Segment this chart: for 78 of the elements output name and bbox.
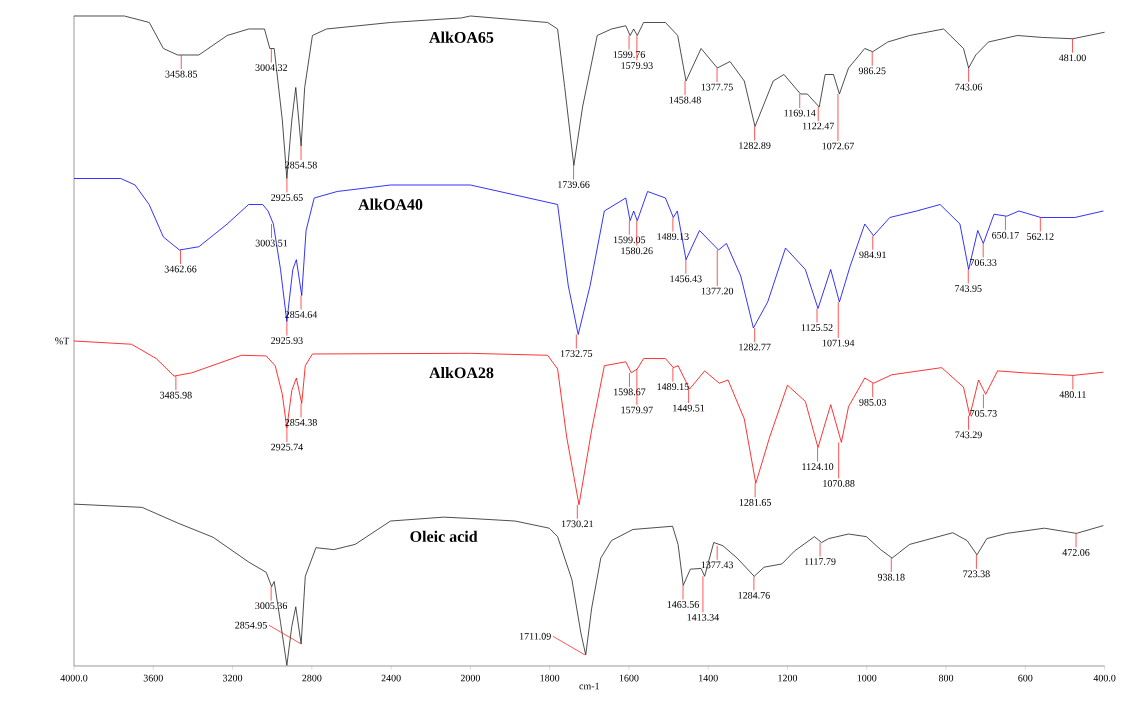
annotation: 3003.51	[255, 239, 288, 247]
annotation: 1730.21	[561, 520, 593, 528]
annotation: 723.38	[963, 570, 990, 578]
annotation: 3485.98	[160, 391, 192, 399]
annotation: 1071.94	[822, 339, 855, 347]
annotation: 3004.32	[255, 64, 288, 71]
annotation: 743.06	[955, 83, 983, 91]
annotation: 986.25	[858, 67, 886, 75]
x-tick-label: 1200	[778, 674, 798, 682]
annotation: 3458.85	[165, 70, 198, 78]
annotation: 1413.34	[687, 613, 720, 621]
annotation: 472.06	[1062, 549, 1090, 556]
annotation: 562.12	[1027, 233, 1054, 240]
annotation: 1281.65	[739, 499, 771, 506]
annotation: 1169.14	[784, 109, 816, 117]
annotation: 1458.48	[669, 96, 701, 104]
series-label: AlkOA65	[429, 31, 494, 43]
series-label: Oleic acid	[410, 530, 478, 542]
annotation: 1732.75	[560, 350, 593, 357]
y-axis-title: %T	[55, 337, 70, 345]
annotation: 1489.13	[657, 233, 689, 240]
annotation: 1282.77	[739, 343, 771, 351]
annotation: 1282.89	[739, 142, 771, 149]
series-label: AlkOA28	[429, 366, 494, 379]
annotation: 1711.09	[519, 632, 551, 640]
x-tick-label: 1400	[699, 674, 718, 682]
annotation: 1489.15	[657, 383, 689, 391]
annotation: 1125.52	[801, 324, 833, 331]
x-tick-label: 2000	[460, 674, 481, 682]
annotation: 743.95	[955, 285, 982, 292]
x-tick-label: 4000.0	[60, 674, 88, 682]
annotation: 2854.95	[235, 621, 267, 629]
x-tick-label: 3200	[223, 674, 243, 682]
annotation: 1124.10	[802, 463, 834, 471]
annotation: 1598.67	[614, 388, 646, 396]
annotation: 480.11	[1059, 391, 1086, 398]
annotation: 938.18	[877, 573, 905, 581]
x-tick-label: 600	[1018, 674, 1033, 682]
annotation: 481.00	[1058, 54, 1086, 62]
annotation: 2925.74	[271, 443, 304, 451]
x-tick-label: 800	[938, 674, 954, 682]
annotation: 1377.20	[701, 287, 734, 295]
x-tick-label: 1000	[857, 674, 877, 682]
annotation: 1599.05	[613, 236, 646, 244]
annotation: 1739.66	[558, 181, 590, 188]
annotation: 650.17	[992, 231, 1019, 239]
annotation: 1449.51	[673, 404, 705, 412]
annotation: 1579.93	[621, 62, 653, 69]
series-label: AlkOA40	[358, 198, 423, 210]
annotation: 984.91	[859, 251, 886, 259]
annotation: 985.03	[859, 398, 887, 406]
annotation: 1117.79	[805, 558, 836, 565]
annotation: 1072.67	[822, 142, 854, 150]
x-tick-label: 2400	[381, 674, 401, 682]
annotation: 1599.76	[613, 51, 645, 58]
annotation: 1122.47	[803, 122, 834, 130]
annotation: 1284.76	[738, 591, 770, 599]
annotation: 2854.58	[285, 161, 317, 169]
annotation: 743.29	[955, 431, 982, 439]
x-tick-label: 2800	[302, 674, 322, 682]
annotation: 3005.36	[255, 602, 288, 610]
annotation: 1377.43	[701, 561, 734, 569]
annotation: 1579.97	[621, 406, 653, 414]
x-tick-label: 400.0	[1093, 674, 1116, 682]
annotation: 3462.66	[164, 265, 197, 273]
x-tick-label: 1800	[540, 674, 560, 682]
annotation: 2925.93	[271, 337, 303, 344]
x-axis-title: cm-1	[579, 682, 599, 690]
annotation: 705.73	[970, 409, 997, 417]
annotation: 1456.43	[670, 275, 702, 283]
x-tick-label: 3600	[143, 674, 163, 682]
annotation: 2925.65	[271, 194, 303, 201]
annotation: 1377.75	[701, 83, 733, 91]
annotation: 1070.88	[823, 480, 855, 487]
annotation: 1580.26	[621, 247, 653, 255]
annotation: 706.33	[970, 259, 997, 266]
annotation: 1463.56	[667, 601, 699, 608]
x-tick-label: 1600	[619, 674, 639, 682]
